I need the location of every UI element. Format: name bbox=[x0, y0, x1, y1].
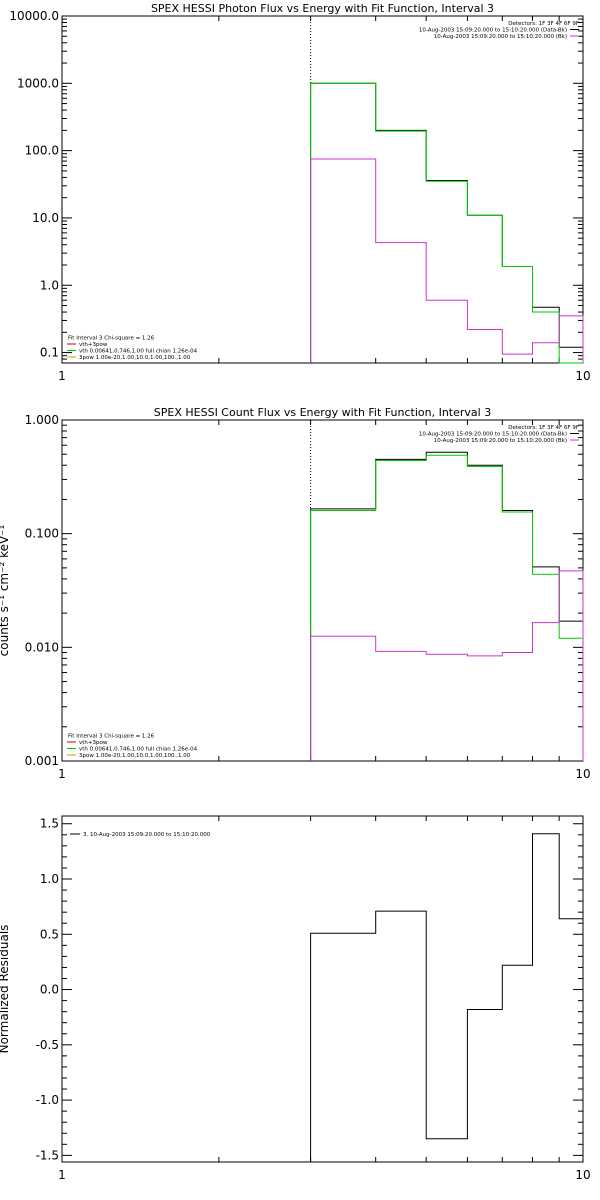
series-line-data-bk bbox=[310, 82, 584, 363]
series-line-vth bbox=[310, 454, 584, 761]
y-tick-label: 1.0 bbox=[40, 872, 59, 886]
legend-entry: 3pow 1.00e-20,1.00,10.0,1.00,100.,1.00 bbox=[79, 355, 191, 361]
plot-frame bbox=[61, 419, 584, 762]
chart-panel-2: SPEX HESSI Count Flux vs Energy with Fit… bbox=[0, 406, 591, 781]
y-tick-label: 0.0 bbox=[40, 983, 59, 997]
legend-entry: vth+3pow bbox=[79, 740, 108, 746]
y-tick-label: 10000.0 bbox=[9, 9, 59, 23]
legend-entry: 3pow 1.00e-20,1.00,10.0,1.00,100.,1.00 bbox=[79, 753, 191, 759]
y-tick-label: 1.5 bbox=[40, 817, 59, 831]
series-line-data-bk bbox=[310, 451, 584, 761]
y-tick-label: -0.5 bbox=[36, 1038, 59, 1052]
legend-entry: 10-Aug-2003 15:09:20.000 to 15:10:20.000… bbox=[434, 34, 567, 40]
legend-entry: vth 0.00641,0.746,1.00 full chian 1.26e-… bbox=[79, 349, 198, 355]
x-tick-label: 10 bbox=[575, 767, 590, 781]
x-tick-label: 1 bbox=[58, 767, 66, 781]
x-tick-label: 1 bbox=[58, 1168, 66, 1182]
y-tick-label: 0.010 bbox=[25, 640, 59, 654]
x-tick-label: 10 bbox=[575, 369, 590, 383]
legend-entry: vth 0.00641,0.746,1.00 full chian 1.26e-… bbox=[79, 747, 198, 753]
y-tick-label: 0.100 bbox=[25, 527, 59, 541]
y-tick-label: 100.0 bbox=[25, 144, 59, 158]
legend-entry: Detectors: 1F 3F 4F 6F 9F bbox=[508, 21, 579, 27]
x-tick-label: 1 bbox=[58, 369, 66, 383]
chart-title: SPEX HESSI Photon Flux vs Energy with Fi… bbox=[151, 2, 494, 15]
legend-entry: 10-Aug-2003 15:09:20.000 to 15:10:20.000… bbox=[434, 438, 567, 444]
y-tick-label: -1.0 bbox=[36, 1093, 59, 1107]
legend-entry: Fit Interval 3 Chi-square = 1.26 bbox=[68, 336, 155, 342]
legend-entry: vth+3pow bbox=[79, 342, 108, 348]
y-tick-label: 1.0 bbox=[40, 278, 59, 292]
series-line-bk bbox=[310, 158, 584, 363]
series-line-3-10-aug-2003-15-09-20-000-to-15-10-20-000 bbox=[310, 833, 584, 1162]
series-line-bk bbox=[310, 570, 584, 761]
y-axis-label: Normalized Residuals bbox=[0, 925, 11, 1054]
y-tick-label: -1.5 bbox=[36, 1148, 59, 1162]
y-tick-label: 1000.0 bbox=[17, 76, 59, 90]
plot-frame bbox=[61, 15, 584, 364]
y-tick-label: 10.0 bbox=[32, 211, 59, 225]
legend-entry: 3. 10-Aug-2003 15:09:20.000 to 15:10:20.… bbox=[83, 832, 211, 838]
legend-entry: 10-Aug-2003 15:09:20.000 to 15:10:20.000… bbox=[419, 432, 567, 438]
plot-frame bbox=[61, 815, 584, 1163]
y-axis-label: counts s⁻¹ cm⁻² keV⁻¹ bbox=[0, 524, 11, 656]
y-tick-label: 1.000 bbox=[25, 413, 59, 427]
y-tick-label: 0.5 bbox=[40, 927, 59, 941]
y-tick-label: 0.1 bbox=[40, 346, 59, 360]
series-line-vth bbox=[310, 82, 583, 364]
chart-panel-1: SPEX HESSI Photon Flux vs Energy with Fi… bbox=[9, 2, 590, 383]
x-tick-label: 10 bbox=[575, 1168, 590, 1182]
chart-title: SPEX HESSI Count Flux vs Energy with Fit… bbox=[154, 406, 491, 419]
legend-entry: Detectors: 1F 3F 4F 6F 9F bbox=[508, 425, 579, 431]
y-tick-label: 0.001 bbox=[25, 754, 59, 768]
chart-panel-3: 1 10 -1.5 -1.0 -0.5 0.0 0.5 1.0 1.5 Normalized Re… bbox=[0, 815, 591, 1182]
legend-entry: 10-Aug-2003 15:09:20.000 to 15:10:20.000… bbox=[419, 28, 567, 34]
legend-entry: Fit Interval 3 Chi-square = 1.26 bbox=[68, 734, 155, 740]
